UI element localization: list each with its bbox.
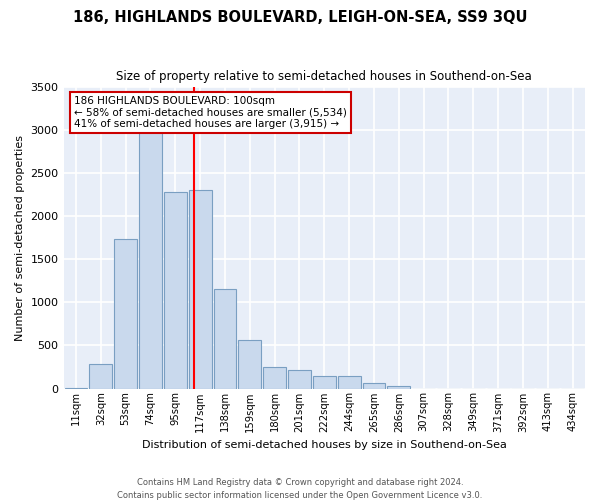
Bar	[338, 376, 361, 388]
Bar	[164, 192, 187, 388]
Text: 186 HIGHLANDS BOULEVARD: 100sqm
← 58% of semi-detached houses are smaller (5,534: 186 HIGHLANDS BOULEVARD: 100sqm ← 58% of…	[74, 96, 347, 129]
Bar	[238, 340, 261, 388]
Text: 186, HIGHLANDS BOULEVARD, LEIGH-ON-SEA, SS9 3QU: 186, HIGHLANDS BOULEVARD, LEIGH-ON-SEA, …	[73, 10, 527, 25]
Title: Size of property relative to semi-detached houses in Southend-on-Sea: Size of property relative to semi-detach…	[116, 70, 532, 83]
Bar	[388, 386, 410, 388]
Text: Contains HM Land Registry data © Crown copyright and database right 2024.
Contai: Contains HM Land Registry data © Crown c…	[118, 478, 482, 500]
Y-axis label: Number of semi-detached properties: Number of semi-detached properties	[15, 134, 25, 340]
Bar	[139, 126, 162, 388]
Bar	[313, 376, 335, 388]
Bar	[188, 190, 212, 388]
Bar	[288, 370, 311, 388]
Bar	[214, 290, 236, 388]
Bar	[114, 240, 137, 388]
X-axis label: Distribution of semi-detached houses by size in Southend-on-Sea: Distribution of semi-detached houses by …	[142, 440, 507, 450]
Bar	[89, 364, 112, 388]
Bar	[263, 367, 286, 388]
Bar	[362, 384, 385, 388]
